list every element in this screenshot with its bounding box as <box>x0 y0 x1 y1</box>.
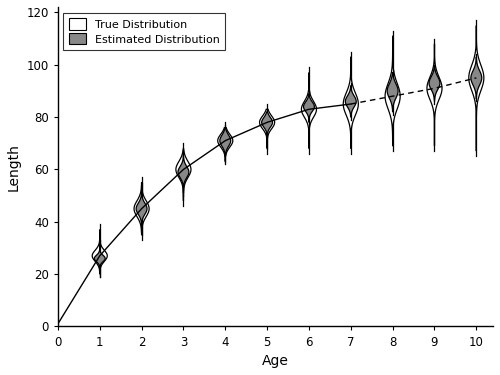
X-axis label: Age: Age <box>262 354 289 368</box>
Polygon shape <box>471 57 482 99</box>
Polygon shape <box>469 26 484 151</box>
Polygon shape <box>262 112 272 146</box>
Polygon shape <box>136 185 147 232</box>
Polygon shape <box>304 94 314 122</box>
Polygon shape <box>220 128 230 162</box>
Polygon shape <box>346 86 356 117</box>
Polygon shape <box>387 73 398 112</box>
Polygon shape <box>92 230 108 272</box>
Y-axis label: Length: Length <box>7 143 21 191</box>
Polygon shape <box>427 44 442 146</box>
Polygon shape <box>178 154 189 193</box>
Polygon shape <box>429 68 440 101</box>
Polygon shape <box>176 148 191 201</box>
Polygon shape <box>218 128 233 156</box>
Polygon shape <box>260 109 274 148</box>
Polygon shape <box>344 57 358 148</box>
Legend: True Distribution, Estimated Distribution: True Distribution, Estimated Distributio… <box>64 13 225 50</box>
Polygon shape <box>385 36 400 146</box>
Polygon shape <box>134 183 149 235</box>
Polygon shape <box>302 73 316 148</box>
Polygon shape <box>94 243 105 274</box>
